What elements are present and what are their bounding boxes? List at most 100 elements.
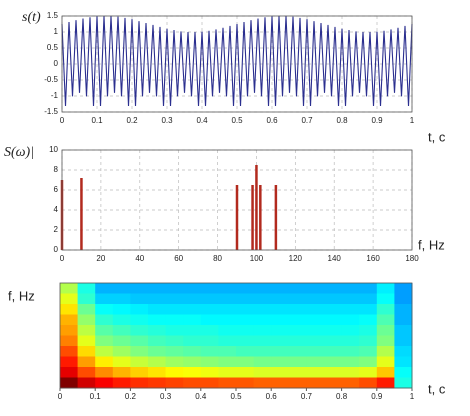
heat-cell: [165, 377, 184, 389]
heat-cell: [359, 377, 378, 389]
heat-cell: [359, 314, 378, 326]
heat-cell: [324, 304, 343, 315]
heat-cell: [200, 293, 219, 305]
heat-cell: [60, 283, 79, 294]
heat-cell: [306, 304, 325, 315]
heat-cell: [394, 325, 413, 336]
x-tick-label: 180: [405, 254, 419, 263]
heat-cell: [165, 314, 184, 326]
heat-cell: [60, 367, 79, 378]
x-tick-label: 20: [96, 254, 105, 263]
heat-cell: [130, 314, 149, 326]
heat-cell: [77, 335, 96, 347]
heat-cell: [218, 346, 237, 357]
heat-cell: [112, 367, 131, 378]
heat-cell: [218, 293, 237, 305]
heat-cell: [148, 283, 167, 294]
heat-cell: [306, 377, 325, 389]
heat-cell: [165, 367, 184, 378]
heat-cell: [271, 356, 290, 368]
heat-cell: [112, 293, 131, 305]
heat-cell: [130, 335, 149, 347]
heat-cell: [306, 367, 325, 378]
heat-cell: [376, 325, 395, 336]
x-tick-label: 0.8: [336, 116, 348, 125]
heat-cell: [376, 335, 395, 347]
heat-cell: [148, 335, 167, 347]
x-tick-label: 0.9: [371, 392, 383, 401]
y-tick-label: 2: [54, 225, 59, 234]
heat-cell: [112, 304, 131, 315]
heat-cell: [306, 346, 325, 357]
heat-cell: [253, 325, 272, 336]
heat-cell: [60, 325, 79, 336]
x-tick-label: 0.2: [126, 116, 138, 125]
heat-cell: [324, 314, 343, 326]
heat-cell: [236, 325, 255, 336]
heat-cell: [324, 356, 343, 368]
heat-cell: [359, 356, 378, 368]
heat-cell: [165, 346, 184, 357]
heat-cell: [183, 335, 202, 347]
x-tick-label: 0.4: [196, 116, 208, 125]
heat-cell: [236, 356, 255, 368]
heat-cell: [394, 356, 413, 368]
heat-cell: [112, 335, 131, 347]
heat-cell: [165, 335, 184, 347]
heat-cell: [236, 346, 255, 357]
heat-cell: [130, 367, 149, 378]
heat-cell: [236, 335, 255, 347]
heat-cell: [148, 314, 167, 326]
heat-cell: [60, 377, 79, 389]
x-axis-label: f, Hz: [418, 237, 445, 252]
heat-cell: [253, 356, 272, 368]
heat-cell: [394, 283, 413, 294]
heat-cell: [341, 283, 360, 294]
heat-cell: [112, 314, 131, 326]
heat-cell: [288, 304, 307, 315]
heat-cell: [376, 293, 395, 305]
heat-cell: [288, 356, 307, 368]
heat-cell: [253, 377, 272, 389]
y-tick-label: -1: [51, 91, 59, 100]
heat-cell: [394, 335, 413, 347]
y-tick-label: 0: [54, 59, 59, 68]
heat-cell: [77, 356, 96, 368]
heat-cell: [77, 346, 96, 357]
heat-cell: [200, 356, 219, 368]
heat-cell: [359, 335, 378, 347]
x-tick-label: 160: [366, 254, 380, 263]
x-tick-label: 140: [328, 254, 342, 263]
heat-cell: [183, 325, 202, 336]
heat-cell: [394, 346, 413, 357]
x-tick-label: 0.3: [160, 392, 172, 401]
heat-cell: [148, 367, 167, 378]
heat-cell: [95, 325, 114, 336]
heat-cell: [218, 283, 237, 294]
heat-cell: [148, 304, 167, 315]
x-tick-label: 0.5: [231, 116, 243, 125]
heat-cell: [271, 283, 290, 294]
y-tick-label: 10: [49, 145, 58, 154]
heat-cell: [218, 335, 237, 347]
heat-cell: [394, 367, 413, 378]
heat-cell: [253, 304, 272, 315]
heat-cell: [95, 335, 114, 347]
heat-cell: [200, 283, 219, 294]
heat-cell: [288, 377, 307, 389]
heat-cell: [148, 377, 167, 389]
heat-cell: [183, 356, 202, 368]
heat-cell: [77, 283, 96, 294]
heat-cell: [165, 325, 184, 336]
heat-cell: [165, 356, 184, 368]
heat-cell: [306, 283, 325, 294]
heat-cell: [359, 283, 378, 294]
heat-cell: [218, 304, 237, 315]
heat-cell: [376, 314, 395, 326]
x-axis-label: t, c: [428, 129, 446, 144]
heat-cell: [218, 356, 237, 368]
heat-cell: [165, 293, 184, 305]
heat-cell: [253, 314, 272, 326]
heat-cell: [253, 367, 272, 378]
heat-cell: [288, 293, 307, 305]
